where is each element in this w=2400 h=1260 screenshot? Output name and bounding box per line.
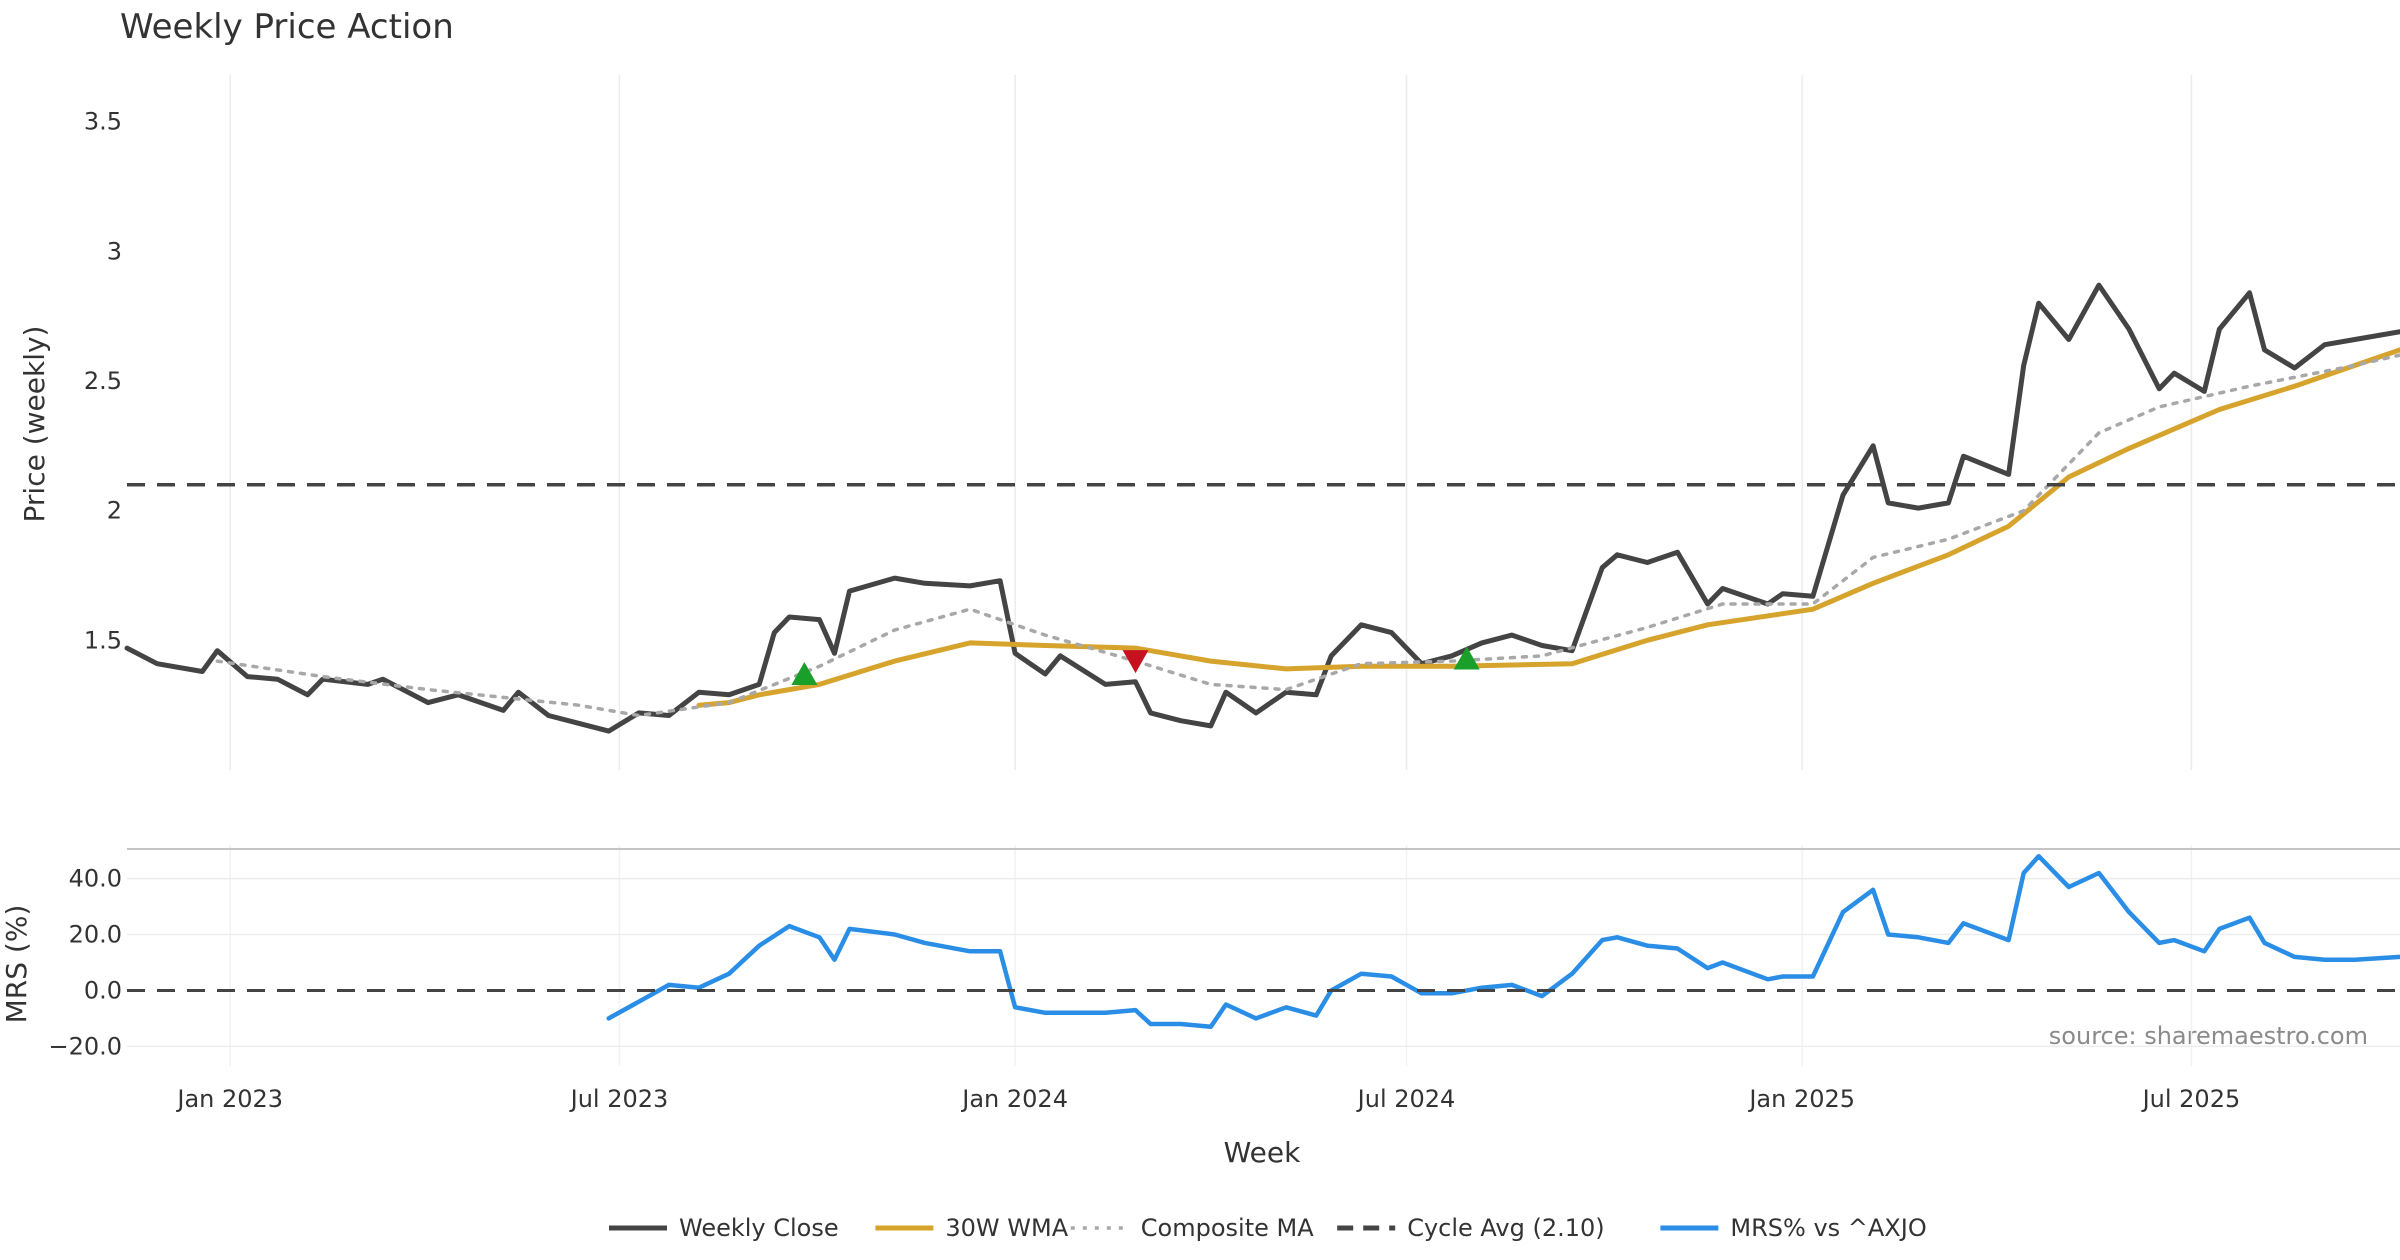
composite-ma-line	[215, 353, 2400, 718]
mrs-y-tick-label: 0.0	[84, 976, 122, 1004]
buy-signal-marker	[791, 662, 818, 686]
mrs-y-tick-label: 20.0	[69, 921, 122, 949]
x-axis-label: Week	[1224, 1136, 1301, 1169]
legend: Weekly Close 30W WMA Composite MA Cycle Avg…	[609, 1214, 1927, 1242]
legend-label: Cycle Avg (2.10)	[1407, 1214, 1604, 1242]
mrs-panel	[127, 853, 2400, 1030]
chart-title: Weekly Price Action	[120, 7, 454, 47]
mrs-y-tick-label: 40.0	[69, 865, 122, 893]
price-y-axis-label: Price (weekly)	[18, 326, 51, 523]
legend-label: Weekly Close	[679, 1214, 839, 1242]
price-y-tick-label: 3.5	[84, 108, 122, 136]
mrs-vs-axjo-line	[606, 853, 2400, 1030]
legend-item-composite-ma: Composite MA	[1070, 1214, 1314, 1242]
sell-signal-marker	[1122, 650, 1149, 674]
mrs-y-axis-label: MRS (%)	[0, 905, 33, 1024]
buy-signal-marker	[1453, 646, 1480, 670]
x-tick-label: Jul 2024	[1356, 1085, 1456, 1113]
x-tick-label: Jan 2023	[175, 1085, 283, 1113]
legend-item-mrs-vs-axjo: MRS% vs ^AXJO	[1660, 1214, 1927, 1242]
price-panel	[124, 282, 2400, 734]
price-y-tick-label: 2	[107, 497, 122, 525]
x-tick-label: Jan 2024	[960, 1085, 1068, 1113]
x-tick-label: Jan 2025	[1747, 1085, 1855, 1113]
x-tick-label: Jul 2023	[569, 1085, 669, 1113]
source-annotation: source: sharemaestro.com	[2049, 1022, 2368, 1050]
mrs-y-tick-label: −20.0	[48, 1032, 122, 1060]
legend-label: Composite MA	[1141, 1214, 1314, 1242]
weekly-close-line	[124, 282, 2400, 734]
legend-item-weekly-close: Weekly Close	[609, 1214, 839, 1242]
price-y-tick-label: 3	[107, 237, 122, 265]
tick-labels: Jan 2023 Jul 2023 Jan 2024 Jul 2024 Jan 2025…	[48, 108, 2240, 1113]
x-tick-label: Jul 2025	[2141, 1085, 2241, 1113]
price-y-tick-label: 2.5	[84, 367, 122, 395]
price-y-tick-label: 1.5	[84, 626, 122, 654]
legend-label: MRS% vs ^AXJO	[1730, 1214, 1926, 1242]
30w-wma-line	[696, 347, 2400, 708]
grid-layer	[127, 75, 2400, 1066]
legend-item-30w-wma: 30W WMA	[875, 1214, 1069, 1242]
legend-label: 30W WMA	[945, 1214, 1068, 1242]
legend-item-cycle-avg-2-10: Cycle Avg (2.10)	[1337, 1214, 1605, 1242]
